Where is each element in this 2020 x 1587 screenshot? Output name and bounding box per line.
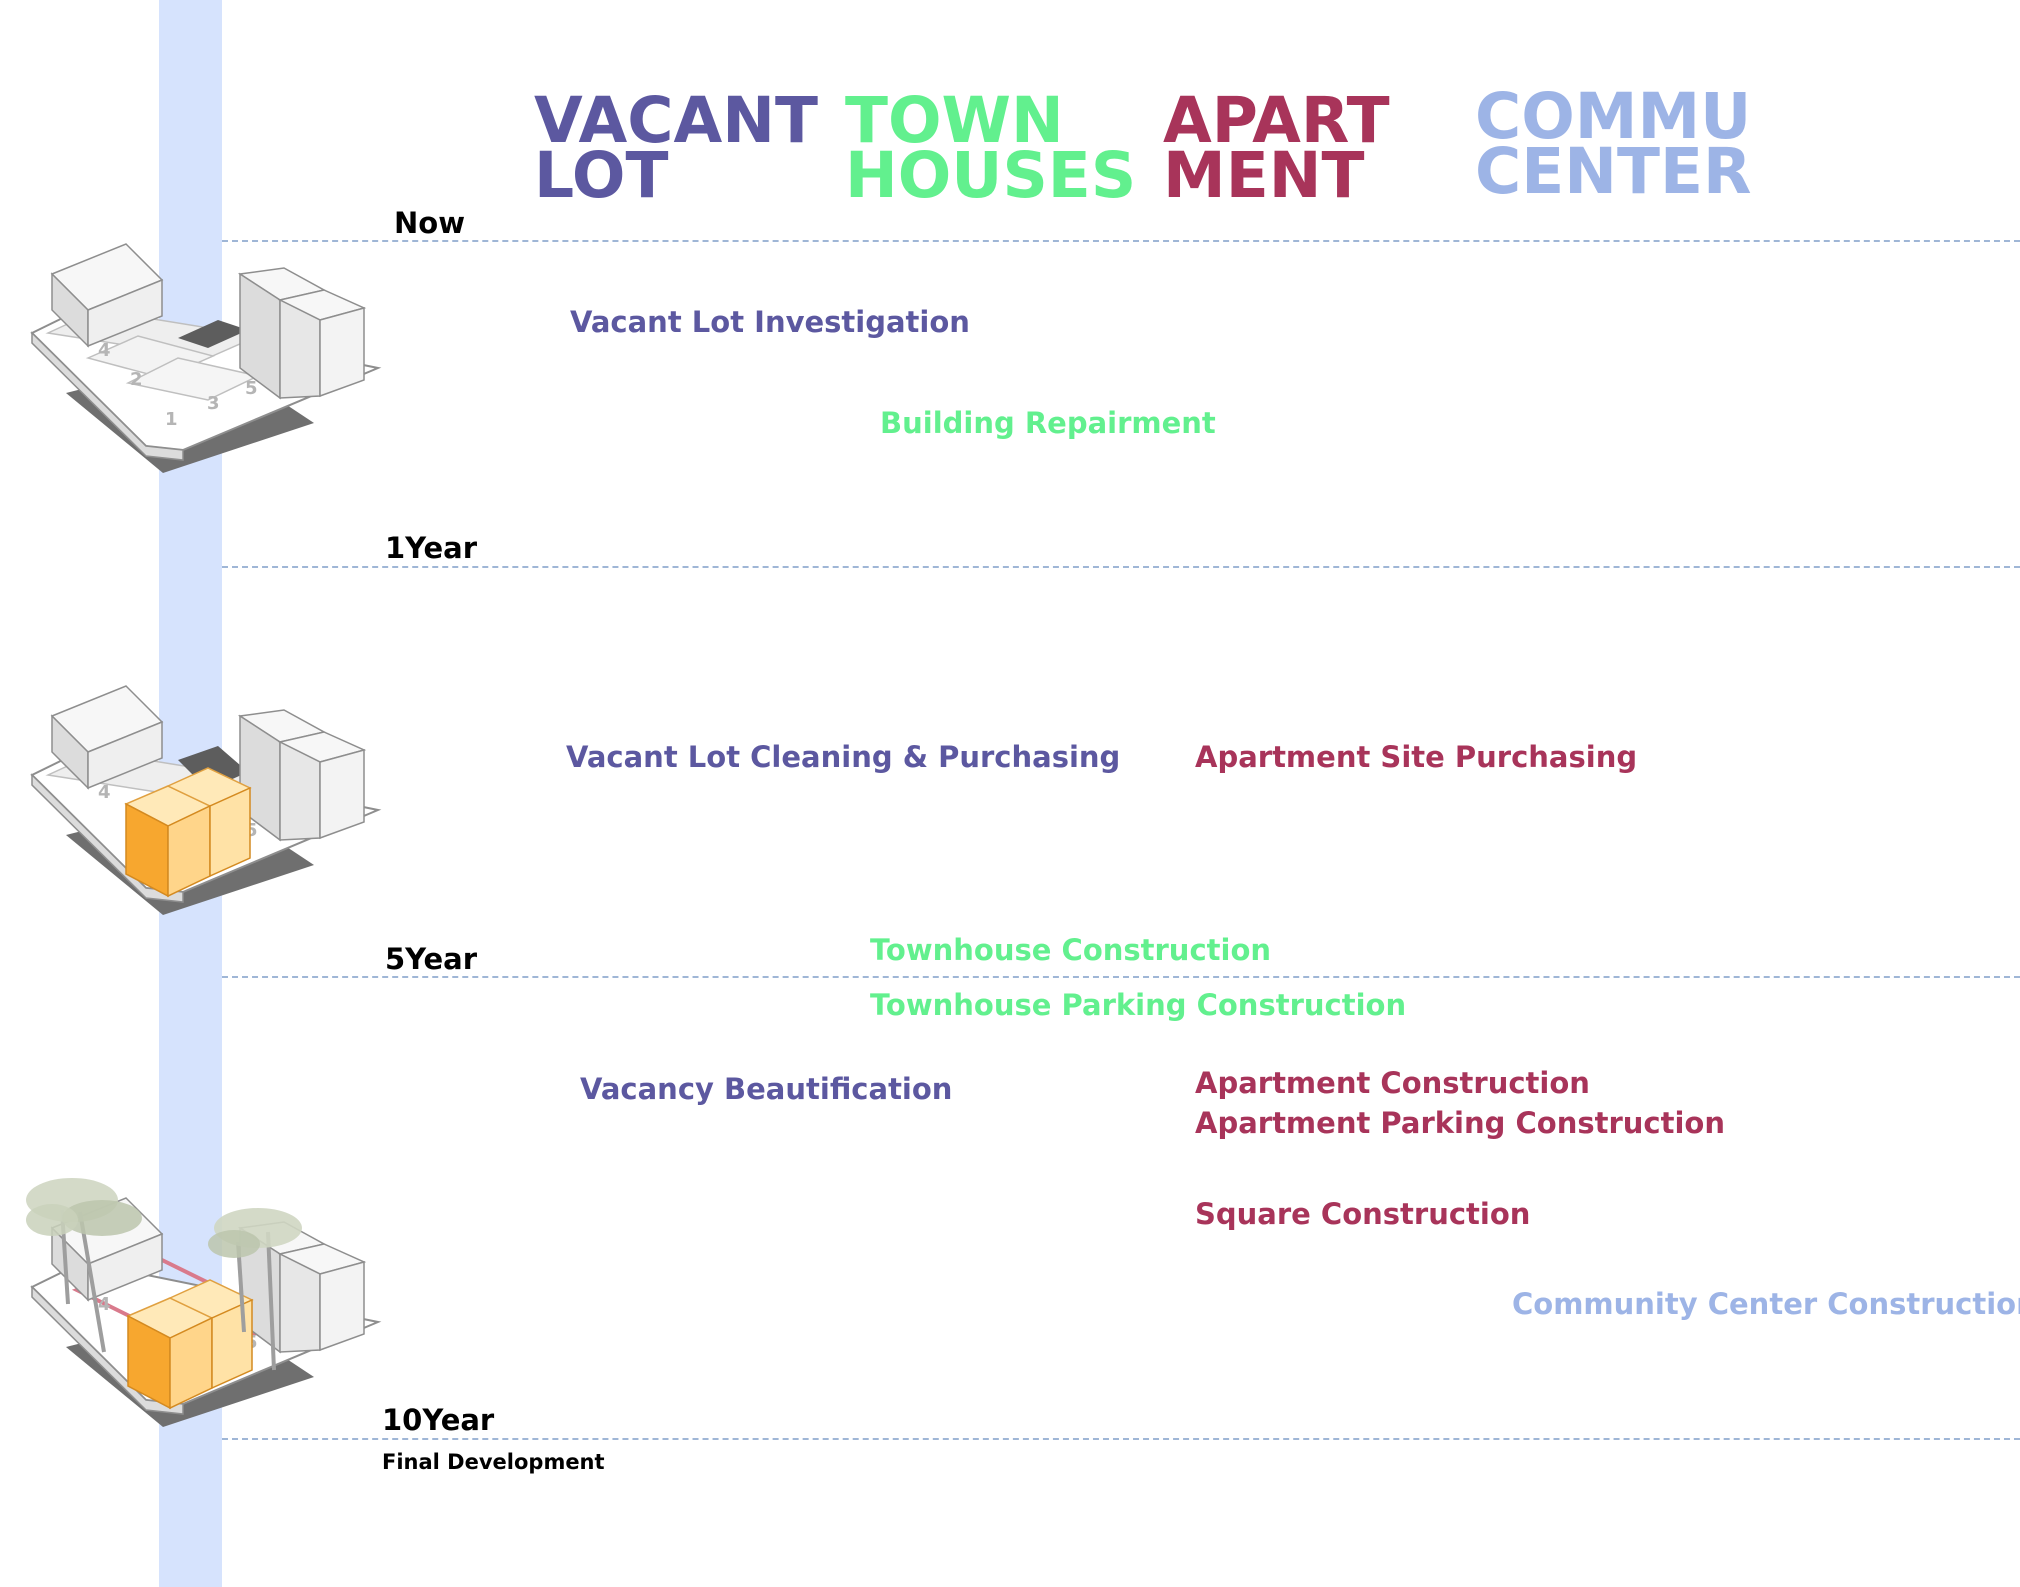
task-apartment-parking-construction: Apartment Parking Construction [1195,1106,1725,1140]
timeline-label-5year: 5Year [385,942,478,976]
header-townhouses: TOWN HOUSES [845,84,1137,212]
model-block-left-front [87,720,163,790]
task-vacant-lot-investigation: Vacant Lot Investigation [570,305,970,339]
model-base-edge [31,331,184,461]
header-townhouses-line1: TOWN [845,84,1064,157]
task-vacancy-beautification: Vacancy Beautification [580,1072,953,1106]
lot-number: 5 [245,378,258,399]
header-vacant-line2: LOT [534,139,669,212]
tree-canopy [26,1204,78,1236]
task-apartment-site-purchasing: Apartment Site Purchasing [1195,740,1638,774]
lot-number: 2 [130,369,143,390]
model-base-edge [31,1285,184,1415]
tree-canopy [208,1230,260,1258]
timeline-line-1year [222,566,2020,568]
model-block-left-front [87,1232,163,1302]
lot-number: 4 [98,340,111,361]
tree-trunk [78,1211,106,1353]
site-model-10year: 4 5 [26,1178,382,1427]
townhouse-block-front-2 [209,786,251,878]
header-community-center: COMMU CENTER [1475,80,1752,208]
header-vacant-lot: VACANT LOT [534,84,818,212]
site-model-5year: 4 5 [30,685,382,915]
lot-number: 3 [207,393,220,414]
header-community-line2: CENTER [1475,135,1752,208]
header-community-line1: COMMU [1475,80,1752,153]
task-square-construction: Square Construction [1195,1197,1531,1231]
task-townhouse-parking-construction: Townhouse Parking Construction [870,988,1407,1022]
header-vacant-line1: VACANT [534,84,818,157]
header-apartment-line1: APART [1163,84,1390,157]
timeline-label-10year: 10Year [382,1403,495,1437]
site-model-now: 4 2 1 3 5 [30,243,382,473]
tree-canopy [62,1200,142,1236]
task-townhouse-construction: Townhouse Construction [870,933,1272,967]
model-block-left-front [87,278,163,348]
header-townhouses-line2: HOUSES [845,139,1137,212]
timeline-label-now: Now [394,206,465,240]
model-block-right2-front [319,1261,365,1352]
timeline-line-10year [222,1438,2020,1440]
task-building-repairment: Building Repairment [880,406,1216,440]
task-apartment-construction: Apartment Construction [1195,1066,1590,1100]
tree-trunk [266,1231,276,1371]
header-apartment-line2: MENT [1163,139,1365,212]
model-block-right2-front [319,749,365,840]
header-apartment: APART MENT [1163,84,1390,212]
lot-number: 4 [98,1294,111,1315]
model-dark-lot [178,320,248,348]
task-community-center-construction: Community Center Construction [1512,1287,2020,1321]
model-base-edge [31,773,184,903]
model-block-right2-front [319,307,365,398]
timeline-line-now [222,240,2020,242]
timeline-label-1year: 1Year [385,531,478,565]
lot-number: 1 [165,409,178,430]
task-vacant-lot-cleaning: Vacant Lot Cleaning & Purchasing [566,740,1121,774]
timeline-line-5year [222,976,2020,978]
lot-number: 4 [98,782,111,803]
timeline-sublabel-final-development: Final Development [382,1450,605,1474]
